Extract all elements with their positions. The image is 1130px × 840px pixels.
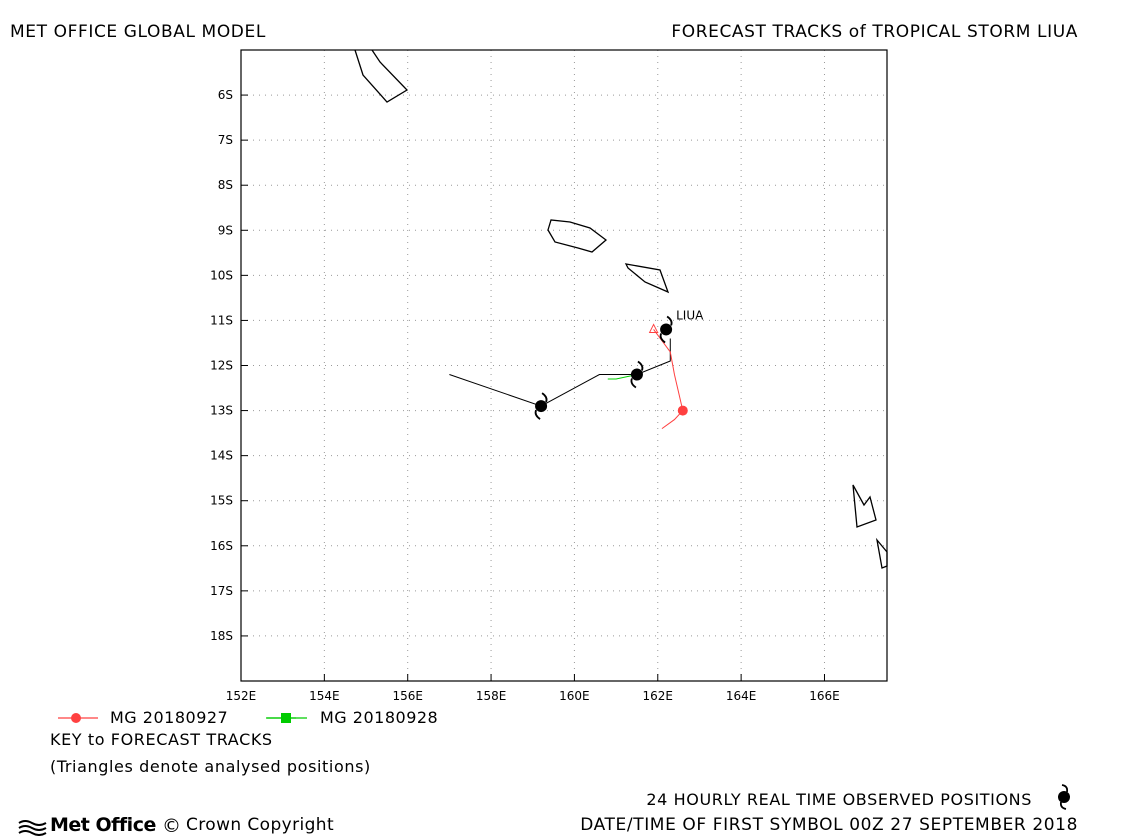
lat-label: 12S <box>210 359 233 373</box>
storm-position-symbol <box>534 392 548 420</box>
storm-position-symbol <box>630 360 644 389</box>
legend-run2-symbol <box>267 713 307 723</box>
lat-label: 18S <box>210 629 233 643</box>
lon-label: 162E <box>643 689 674 703</box>
lat-label: 13S <box>210 404 233 418</box>
storm-position-symbol <box>659 315 673 344</box>
lat-label: 16S <box>210 539 233 553</box>
observed-track-line <box>449 338 671 407</box>
map-title-left: MET OFFICE GLOBAL MODEL <box>10 22 266 42</box>
storm-name-label: LIUA <box>676 308 704 322</box>
lat-label: 17S <box>210 584 233 598</box>
lat-label: 8S <box>218 178 233 192</box>
lon-label: 166E <box>809 689 840 703</box>
lat-label: 11S <box>210 313 233 327</box>
lon-label: 152E <box>226 689 257 703</box>
lat-label: 10S <box>210 268 233 282</box>
lat-label: 6S <box>218 88 233 102</box>
legend-square-run2 <box>281 713 291 723</box>
storm-symbol-icon <box>1058 784 1070 810</box>
copyright-text: Crown Copyright <box>186 815 335 835</box>
key-note: (Triangles denote analysed positions) <box>50 757 371 776</box>
key-title: KEY to FORECAST TRACKS <box>50 730 273 749</box>
observed-positions-label: 24 HOURLY REAL TIME OBSERVED POSITIONS <box>646 790 1032 809</box>
legend-dot-run1 <box>71 713 81 723</box>
lon-label: 156E <box>392 689 423 703</box>
coastlines <box>354 49 888 569</box>
lat-label: 14S <box>210 449 233 463</box>
copyright-icon: © <box>162 815 181 837</box>
lon-label: 164E <box>726 689 757 703</box>
island-bougainville <box>354 49 409 103</box>
lon-label: 160E <box>559 689 590 703</box>
map-frame <box>240 49 888 682</box>
first-symbol-datetime: DATE/TIME OF FIRST SYMBOL 00Z 27 SEPTEMB… <box>580 815 1078 835</box>
legend-label-run1: MG 20180927 <box>110 708 229 727</box>
lat-label: 9S <box>218 223 233 237</box>
forecast-track-2 <box>607 374 638 380</box>
lon-label: 158E <box>476 689 507 703</box>
map-grid <box>240 50 887 681</box>
island-malaita <box>624 263 670 294</box>
lat-label: 7S <box>218 133 233 147</box>
legend-label-run2: MG 20180928 <box>320 708 439 727</box>
analysed-position-triangle <box>648 323 659 333</box>
island-malekula <box>875 537 888 569</box>
lat-label: 15S <box>210 494 233 508</box>
met-office-logo-icon <box>18 820 47 836</box>
lon-label: 154E <box>309 689 340 703</box>
forecast-track-1 <box>653 329 684 430</box>
island-santa-isabel <box>547 219 608 253</box>
met-office-logo-text: Met Office <box>50 814 156 836</box>
island-espiritu-santo <box>852 484 877 528</box>
map-title-right: FORECAST TRACKS of TROPICAL STORM LIUA <box>671 22 1078 42</box>
forecast-dot <box>677 405 688 416</box>
